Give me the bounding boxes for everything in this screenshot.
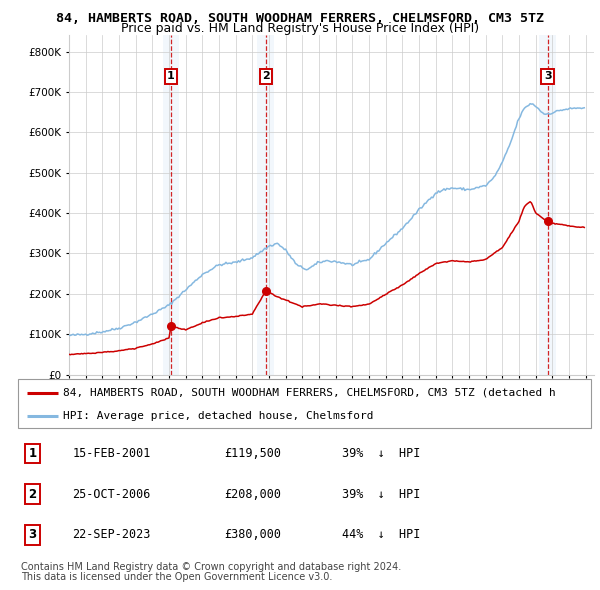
Text: 39%  ↓  HPI: 39% ↓ HPI [342, 447, 420, 460]
Bar [257, 35, 274, 375]
Text: 84, HAMBERTS ROAD, SOUTH WOODHAM FERRERS, CHELMSFORD, CM3 5TZ: 84, HAMBERTS ROAD, SOUTH WOODHAM FERRERS… [56, 12, 544, 25]
Text: This data is licensed under the Open Government Licence v3.0.: This data is licensed under the Open Gov… [21, 572, 332, 582]
Text: 1: 1 [167, 71, 175, 81]
Text: 84, HAMBERTS ROAD, SOUTH WOODHAM FERRERS, CHELMSFORD, CM3 5TZ (detached h: 84, HAMBERTS ROAD, SOUTH WOODHAM FERRERS… [62, 388, 556, 398]
Text: £119,500: £119,500 [224, 447, 281, 460]
Text: 25-OCT-2006: 25-OCT-2006 [73, 487, 151, 501]
Text: Price paid vs. HM Land Registry's House Price Index (HPI): Price paid vs. HM Land Registry's House … [121, 22, 479, 35]
FancyBboxPatch shape [18, 379, 591, 428]
Text: HPI: Average price, detached house, Chelmsford: HPI: Average price, detached house, Chel… [62, 411, 373, 421]
Text: 2: 2 [28, 487, 37, 501]
Text: 1: 1 [28, 447, 37, 460]
Text: 3: 3 [28, 528, 37, 541]
Bar [163, 35, 179, 375]
Text: 22-SEP-2023: 22-SEP-2023 [73, 528, 151, 541]
Bar [539, 35, 556, 375]
Text: 39%  ↓  HPI: 39% ↓ HPI [342, 487, 420, 501]
Text: £380,000: £380,000 [224, 528, 281, 541]
Text: 2: 2 [262, 71, 270, 81]
Text: 15-FEB-2001: 15-FEB-2001 [73, 447, 151, 460]
Text: 3: 3 [544, 71, 551, 81]
Text: £208,000: £208,000 [224, 487, 281, 501]
Text: Contains HM Land Registry data © Crown copyright and database right 2024.: Contains HM Land Registry data © Crown c… [21, 562, 401, 572]
Text: 44%  ↓  HPI: 44% ↓ HPI [342, 528, 420, 541]
